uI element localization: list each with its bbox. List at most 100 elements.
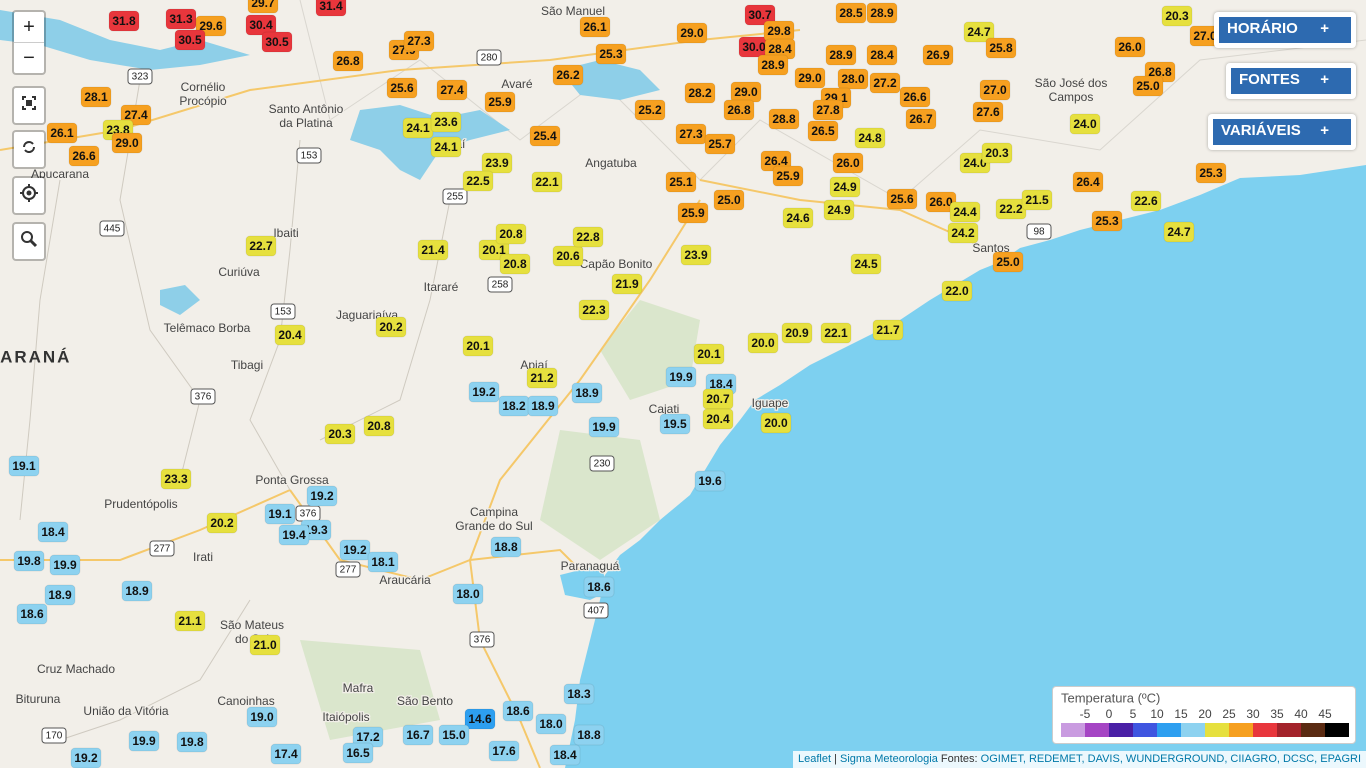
station-marker[interactable]: 28.2: [684, 82, 716, 104]
station-marker[interactable]: 25.3: [1091, 210, 1123, 232]
station-marker[interactable]: 27.0: [979, 79, 1011, 101]
station-marker[interactable]: 28.8: [768, 108, 800, 130]
station-marker[interactable]: 29.0: [676, 22, 708, 44]
station-marker[interactable]: 27.6: [972, 101, 1004, 123]
station-marker[interactable]: 24.1: [402, 117, 434, 139]
station-marker[interactable]: 20.3: [981, 142, 1013, 164]
station-marker[interactable]: 17.6: [488, 740, 520, 762]
station-marker[interactable]: 25.2: [634, 99, 666, 121]
station-marker[interactable]: 25.9: [772, 165, 804, 187]
station-marker[interactable]: 21.7: [872, 319, 904, 341]
station-marker[interactable]: 18.4: [549, 744, 581, 766]
station-marker[interactable]: 20.0: [760, 412, 792, 434]
station-marker[interactable]: 19.9: [665, 366, 697, 388]
station-marker[interactable]: 26.6: [899, 86, 931, 108]
station-marker[interactable]: 18.3: [563, 683, 595, 705]
station-marker[interactable]: 20.4: [702, 408, 734, 430]
station-marker[interactable]: 26.8: [723, 99, 755, 121]
station-marker[interactable]: 16.7: [402, 724, 434, 746]
station-marker[interactable]: 28.4: [866, 44, 898, 66]
station-marker[interactable]: 28.9: [866, 2, 898, 24]
station-marker[interactable]: 19.2: [339, 539, 371, 561]
station-marker[interactable]: 24.5: [850, 253, 882, 275]
station-marker[interactable]: 22.1: [820, 322, 852, 344]
station-marker[interactable]: 26.0: [925, 191, 957, 213]
station-marker[interactable]: 15.0: [438, 724, 470, 746]
station-marker[interactable]: 25.0: [1132, 75, 1164, 97]
station-marker[interactable]: 26.1: [579, 16, 611, 38]
station-marker[interactable]: 26.8: [332, 50, 364, 72]
station-marker[interactable]: 28.9: [757, 54, 789, 76]
station-marker[interactable]: 20.0: [747, 332, 779, 354]
station-marker[interactable]: 27.8: [812, 99, 844, 121]
station-marker[interactable]: 22.0: [941, 280, 973, 302]
station-marker[interactable]: 19.6: [694, 470, 726, 492]
station-marker[interactable]: 28.9: [825, 44, 857, 66]
station-marker[interactable]: 23.3: [160, 468, 192, 490]
station-marker[interactable]: 28.1: [80, 86, 112, 108]
station-marker[interactable]: 20.8: [499, 253, 531, 275]
station-marker[interactable]: 20.1: [693, 343, 725, 365]
panel-button[interactable]: HORÁRIO +: [1219, 17, 1351, 43]
station-marker[interactable]: 24.0: [1069, 113, 1101, 135]
station-marker[interactable]: 21.5: [1021, 189, 1053, 211]
station-marker[interactable]: 20.8: [363, 415, 395, 437]
panel-variaveis[interactable]: VARIÁVEIS +: [1208, 114, 1356, 150]
station-marker[interactable]: 27.4: [436, 79, 468, 101]
station-marker[interactable]: 19.8: [13, 550, 45, 572]
station-marker[interactable]: 29.7: [247, 0, 279, 14]
station-marker[interactable]: 28.0: [837, 68, 869, 90]
station-marker[interactable]: 19.9: [128, 730, 160, 752]
station-marker[interactable]: 20.8: [495, 223, 527, 245]
station-marker[interactable]: 20.3: [1161, 5, 1193, 27]
station-marker[interactable]: 18.4: [37, 521, 69, 543]
station-marker[interactable]: 18.8: [573, 724, 605, 746]
station-marker[interactable]: 30.4: [245, 14, 277, 36]
station-marker[interactable]: 25.7: [704, 133, 736, 155]
station-marker[interactable]: 19.2: [70, 747, 102, 768]
station-marker[interactable]: 20.6: [552, 245, 584, 267]
station-marker[interactable]: 22.6: [1130, 190, 1162, 212]
station-marker[interactable]: 14.6: [464, 708, 496, 730]
station-marker[interactable]: 20.3: [324, 423, 356, 445]
station-marker[interactable]: 25.9: [484, 91, 516, 113]
station-marker[interactable]: 18.0: [452, 583, 484, 605]
station-marker[interactable]: 25.4: [529, 125, 561, 147]
station-marker[interactable]: 16.5: [342, 742, 374, 764]
station-marker[interactable]: 23.9: [680, 244, 712, 266]
station-marker[interactable]: 31.4: [315, 0, 347, 17]
station-marker[interactable]: 20.2: [375, 316, 407, 338]
station-marker[interactable]: 22.8: [572, 226, 604, 248]
station-marker[interactable]: 20.4: [274, 324, 306, 346]
station-marker[interactable]: 25.6: [386, 77, 418, 99]
station-marker[interactable]: 18.6: [583, 576, 615, 598]
station-marker[interactable]: 18.6: [16, 603, 48, 625]
station-marker[interactable]: 28.4: [764, 38, 796, 60]
panel-horario[interactable]: HORÁRIO +: [1214, 12, 1356, 48]
station-marker[interactable]: 29.0: [794, 67, 826, 89]
station-marker[interactable]: 29.8: [763, 20, 795, 42]
station-marker[interactable]: 19.4: [278, 524, 310, 546]
station-marker[interactable]: 19.2: [468, 381, 500, 403]
station-marker[interactable]: 26.6: [68, 145, 100, 167]
station-marker[interactable]: 25.3: [595, 43, 627, 65]
station-marker[interactable]: 25.6: [886, 188, 918, 210]
station-marker[interactable]: 30.5: [261, 31, 293, 53]
station-marker[interactable]: 19.1: [8, 455, 40, 477]
station-marker[interactable]: 20.7: [702, 388, 734, 410]
station-marker[interactable]: 25.9: [677, 202, 709, 224]
station-marker[interactable]: 23.9: [481, 152, 513, 174]
station-marker[interactable]: 26.1: [46, 122, 78, 144]
zoom-out[interactable]: −: [23, 47, 35, 69]
station-marker[interactable]: 18.6: [502, 700, 534, 722]
station-marker[interactable]: 30.7: [744, 4, 776, 26]
fullscreen-button[interactable]: [12, 86, 46, 125]
station-marker[interactable]: 19.1: [264, 503, 296, 525]
station-marker[interactable]: 22.2: [995, 198, 1027, 220]
station-marker[interactable]: 25.0: [992, 251, 1024, 273]
attr-provider[interactable]: Sigma Meteorologia: [840, 753, 938, 765]
station-marker[interactable]: 24.6: [782, 207, 814, 229]
station-marker[interactable]: 18.9: [121, 580, 153, 602]
station-marker[interactable]: 26.7: [905, 108, 937, 130]
station-marker[interactable]: 24.2: [947, 222, 979, 244]
